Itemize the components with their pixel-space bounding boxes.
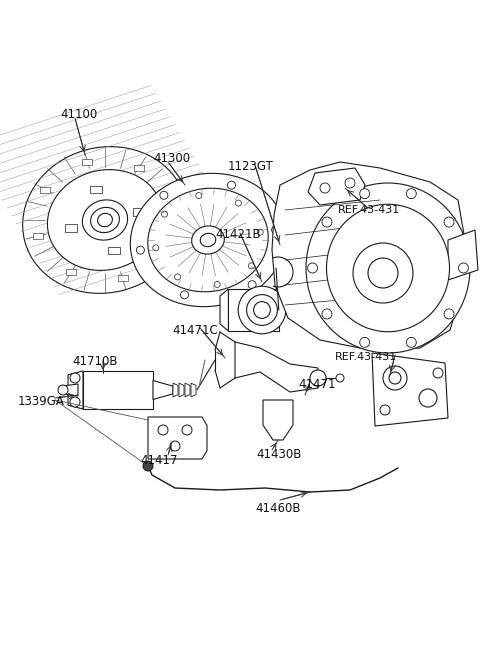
Polygon shape: [40, 187, 50, 193]
Circle shape: [162, 211, 168, 217]
Text: 41471: 41471: [298, 378, 336, 391]
Circle shape: [345, 178, 355, 188]
Ellipse shape: [23, 147, 187, 293]
Ellipse shape: [306, 183, 470, 353]
Polygon shape: [160, 247, 169, 253]
Circle shape: [322, 309, 332, 319]
Circle shape: [368, 258, 398, 288]
Polygon shape: [272, 162, 465, 350]
Circle shape: [279, 244, 287, 252]
Polygon shape: [308, 168, 365, 205]
Circle shape: [58, 385, 68, 395]
Polygon shape: [220, 289, 228, 331]
Circle shape: [143, 461, 153, 471]
Circle shape: [180, 291, 189, 299]
Circle shape: [389, 372, 401, 384]
Circle shape: [310, 370, 326, 386]
Polygon shape: [185, 383, 190, 397]
Circle shape: [175, 274, 180, 280]
Circle shape: [253, 301, 270, 318]
Circle shape: [444, 309, 454, 319]
Circle shape: [249, 263, 254, 269]
Circle shape: [238, 286, 286, 334]
Circle shape: [248, 281, 256, 289]
Text: 1339GA: 1339GA: [18, 395, 65, 408]
Polygon shape: [263, 400, 293, 440]
Ellipse shape: [192, 226, 224, 254]
Text: REF.43-431: REF.43-431: [335, 352, 397, 362]
Polygon shape: [167, 201, 177, 208]
Circle shape: [320, 183, 330, 193]
Circle shape: [153, 245, 159, 251]
Polygon shape: [63, 384, 78, 396]
Circle shape: [383, 366, 407, 390]
Circle shape: [406, 337, 416, 347]
Polygon shape: [82, 159, 92, 165]
Circle shape: [158, 425, 168, 435]
Ellipse shape: [131, 174, 286, 307]
Polygon shape: [134, 165, 144, 171]
Polygon shape: [64, 225, 76, 232]
Circle shape: [182, 425, 192, 435]
Ellipse shape: [91, 208, 120, 233]
Circle shape: [214, 282, 220, 288]
Text: 1123GT: 1123GT: [228, 160, 274, 173]
Circle shape: [336, 374, 344, 382]
Circle shape: [247, 295, 277, 326]
Circle shape: [458, 263, 468, 273]
Polygon shape: [133, 208, 145, 215]
Circle shape: [196, 193, 202, 198]
Circle shape: [170, 441, 180, 451]
Ellipse shape: [48, 170, 163, 271]
Polygon shape: [90, 186, 102, 193]
Ellipse shape: [83, 200, 128, 240]
Text: REF.43-431: REF.43-431: [338, 205, 400, 215]
Text: 41710B: 41710B: [72, 355, 118, 368]
Polygon shape: [66, 269, 75, 275]
Text: 41471C: 41471C: [172, 324, 218, 337]
Circle shape: [308, 263, 318, 273]
Ellipse shape: [200, 233, 216, 247]
Text: 41100: 41100: [60, 108, 97, 121]
Circle shape: [360, 337, 370, 347]
Polygon shape: [118, 275, 128, 281]
Polygon shape: [448, 230, 478, 280]
Circle shape: [160, 191, 168, 199]
Circle shape: [235, 200, 241, 206]
Polygon shape: [148, 417, 207, 459]
Polygon shape: [153, 381, 173, 400]
Circle shape: [257, 229, 263, 235]
Circle shape: [406, 189, 416, 198]
Polygon shape: [108, 246, 120, 253]
Ellipse shape: [148, 188, 268, 291]
Circle shape: [70, 397, 80, 407]
Circle shape: [353, 243, 413, 303]
Circle shape: [70, 373, 80, 383]
Polygon shape: [83, 371, 153, 409]
Polygon shape: [68, 371, 83, 409]
Polygon shape: [372, 353, 448, 426]
Polygon shape: [228, 289, 279, 331]
Text: 41417: 41417: [140, 454, 178, 467]
Text: 41460B: 41460B: [255, 502, 300, 515]
Polygon shape: [173, 383, 178, 397]
Circle shape: [380, 405, 390, 415]
Polygon shape: [34, 233, 44, 238]
Polygon shape: [179, 383, 184, 397]
Circle shape: [360, 189, 370, 198]
Circle shape: [228, 181, 236, 189]
Text: 41421B: 41421B: [215, 228, 261, 241]
Ellipse shape: [97, 214, 112, 227]
Polygon shape: [191, 383, 196, 397]
Polygon shape: [235, 342, 318, 392]
Text: 41430B: 41430B: [256, 448, 301, 461]
Circle shape: [322, 217, 332, 227]
Text: 41300: 41300: [153, 152, 190, 165]
Circle shape: [136, 246, 144, 254]
Circle shape: [272, 226, 279, 234]
Ellipse shape: [326, 204, 449, 331]
Circle shape: [433, 368, 443, 378]
Circle shape: [419, 389, 437, 407]
Circle shape: [444, 217, 454, 227]
